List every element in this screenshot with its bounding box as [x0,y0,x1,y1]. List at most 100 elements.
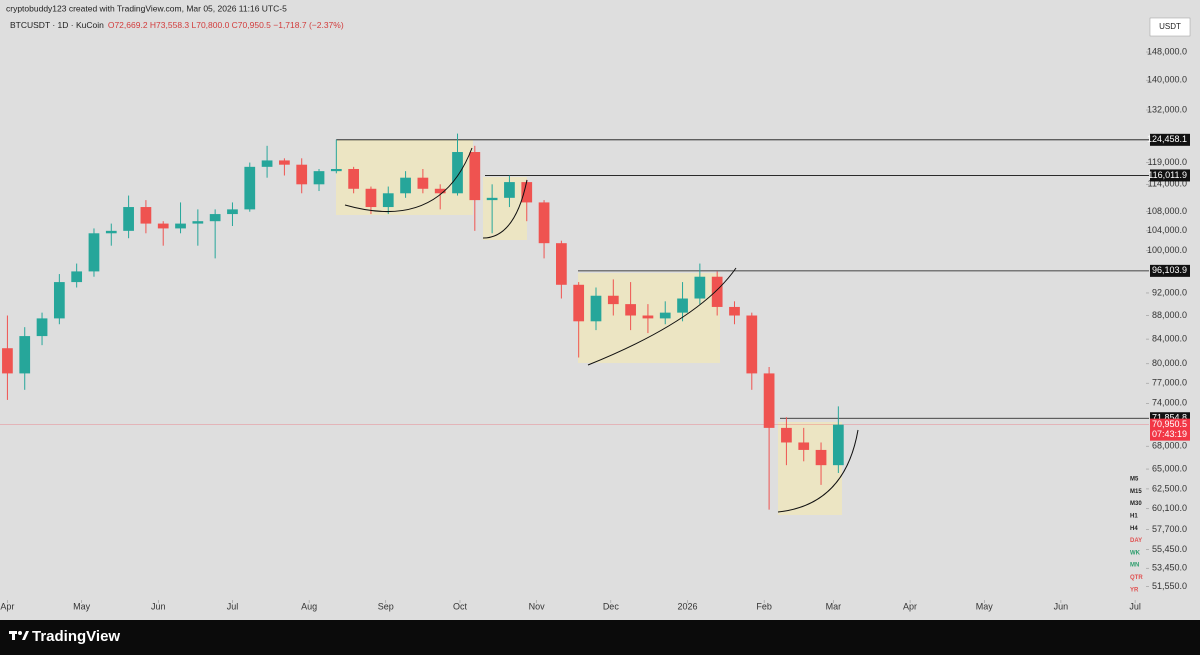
x-tick-label: May [976,601,994,611]
y-tick-label: 140,000.0 [1147,75,1187,85]
timeframe[interactable]: WK [1130,550,1141,556]
arc [777,429,859,513]
candle-body [244,166,256,210]
candle-body [227,209,238,215]
x-tick-label: May [73,601,91,611]
candle-body [659,312,671,319]
y-tick-label: 132,000.0 [1147,104,1187,114]
arc [482,179,528,239]
candle-body [140,207,152,224]
candle-body [417,177,429,189]
symbol-line: BTCUSDT · 1D · KuCoin O72,669.2 H73,558.3… [10,20,344,30]
timeframe[interactable]: H1 [1130,513,1138,519]
candle-body [123,207,134,231]
candles [2,133,844,510]
level-label: 124,458.1 [1147,134,1187,144]
y-tick-label: 104,000.0 [1147,225,1187,235]
y-tick-label: 108,000.0 [1147,206,1187,216]
arcs [344,147,859,513]
timeframe[interactable]: H4 [1130,526,1138,532]
y-tick-label: 60,100.0 [1152,503,1187,513]
timeframe[interactable]: QTR [1130,575,1143,581]
candle-body [607,295,619,305]
candle-body [2,348,13,374]
y-tick-label: 62,500.0 [1152,483,1187,493]
x-tick-label: Sep [378,601,394,611]
candle-body [746,315,758,374]
y-tick-label: 148,000.0 [1147,46,1187,56]
candle-body [157,223,169,229]
candle-body [330,168,342,172]
candle-body [382,193,394,208]
y-tick-label: 114,000.0 [1148,179,1187,189]
candle-body [175,223,186,229]
candle-body [781,427,792,443]
y-tick-label: 57,700.0 [1152,524,1187,534]
axes: 148,000.0 140,000.0 132,000.0 119,000.0 114,… [0,46,1190,611]
logo-part [22,631,29,640]
level-label-box [1150,169,1190,182]
candle-body [71,271,83,283]
candle-body [400,177,411,194]
brand: TradingView [32,628,120,645]
x-tick-label: Mar [826,601,842,611]
y-tick-label: 55,450.0 [1152,544,1187,554]
y-tick-label: 92,000.0 [1152,287,1187,297]
candle-body [677,298,688,313]
candle-body [504,182,515,198]
y-tick-label: 68,000.0 [1152,441,1187,451]
candle-body [711,276,723,307]
x-tick-label: Jun [151,601,166,611]
y-tick-label: 51,550.0 [1152,581,1187,591]
candle-body [521,182,533,203]
candle-body [469,152,481,201]
x-tick-label: Apr [0,601,14,611]
arc [587,267,737,366]
logo-part [18,631,22,635]
candle-body [763,373,775,428]
candle-body [88,233,100,272]
candle-body [556,243,567,285]
candle-body [365,188,377,208]
candle-body [348,168,360,189]
level-label-box [1150,133,1190,146]
candle-body [729,306,740,316]
x-tick-label: Apr [903,601,917,611]
timeframe[interactable]: M15 [1130,489,1142,495]
timeframe[interactable]: M5 [1130,477,1139,483]
timeframe[interactable]: MN [1130,563,1139,569]
x-tick-label: Jun [1054,601,1069,611]
y-tick-label: 84,000.0 [1152,333,1187,343]
candle-body [815,449,827,466]
candle-body [434,188,446,194]
last-price-box [1150,418,1190,441]
candle-body [452,152,463,194]
candle-body [313,171,325,185]
currency[interactable]: USDT [1159,22,1181,31]
level-label-box [1150,264,1190,277]
y-tick-label: 53,450.0 [1152,563,1187,573]
candle-body [296,164,308,185]
credit: cryptobuddy123 created with TradingView.… [6,3,287,13]
candle-body [192,221,204,224]
logo-part [12,631,15,640]
x-tick-label: Jul [1129,601,1141,611]
candle-body [538,202,550,244]
timeframe[interactable]: DAY [1130,538,1142,544]
candle-body [694,276,706,299]
y-tick-label: 100,000.0 [1147,245,1187,255]
candle-body [209,214,221,222]
candle-body [261,160,273,167]
timeframe[interactable]: M30 [1130,501,1142,507]
timeframe[interactable]: YR [1130,587,1139,593]
candle-body [642,315,654,319]
currency-box[interactable] [1149,17,1191,37]
countdown: 07:43:19 [1152,429,1187,439]
y-tick-label: 65,000.0 [1152,463,1187,473]
y-tick-label: 80,000.0 [1152,358,1187,368]
levels [0,139,1149,425]
candle-body [573,284,585,322]
x-tick-label: Nov [529,601,546,611]
candle-body [590,295,602,322]
candle-body [832,424,844,466]
